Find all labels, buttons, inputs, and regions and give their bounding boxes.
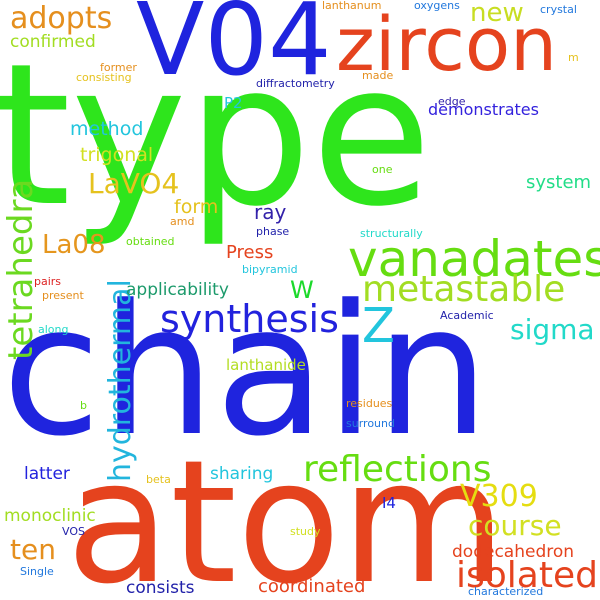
word-vo4: V04 [136,0,332,98]
word-b: b [80,399,87,412]
word-atom: atom [66,424,507,600]
word-made: made [362,69,394,82]
word-m: m [568,51,579,64]
word-monoclinic: monoclinic [4,506,96,526]
word-tetrahedra: tetrahedra [1,178,41,360]
word-press: Press [226,242,274,263]
word-demonstrates: demonstrates [428,100,539,119]
word-reflections: reflections [303,449,492,490]
word-consisting: consisting [76,71,132,84]
word-beta: beta [146,473,171,486]
word-form: form [174,196,219,218]
word-v309: V309 [460,479,538,514]
word-applicability: applicability [126,280,229,300]
word-present: present [42,289,84,302]
word-vos: VOS [62,525,85,538]
word-ten: ten [10,533,56,566]
word-chain: chain [2,267,490,476]
word-latter: latter [24,464,70,484]
word-residues: residues [346,397,393,410]
word-amd: amd [170,215,195,228]
word-zircon: zircon [336,2,558,88]
word-course: course [468,509,562,542]
word-lanthanide: lanthanide [226,356,306,374]
word-bipyramid: bipyramid [242,263,298,276]
word-adopts: adopts [10,1,113,36]
word-type: type [0,22,432,250]
word-method: method [70,118,144,140]
word-diffractometry: diffractometry [256,77,335,90]
word-pairs: pairs [34,275,62,288]
word-along: along [38,323,69,336]
word-phase: phase [256,225,290,238]
word-former: former [100,61,137,74]
word-ray: ray [254,200,287,224]
word-lanthanum: lanthanum [322,0,382,12]
word-consists: consists [126,578,195,598]
word-vanadates: vanadates [348,230,600,288]
word-characterized: characterized [468,585,544,598]
word-sharing: sharing [210,464,274,484]
word-academic: Academic [440,309,494,322]
word-isolated: isolated [456,555,598,596]
word-lavo4: LaVO4 [88,167,180,200]
word-one: one [372,163,393,176]
word-edge: edge [438,95,466,108]
word-oxygens: oxygens [414,0,460,12]
word-sigma: sigma [510,313,595,346]
word-i4: I4 [382,494,396,512]
word-coordinated: coordinated [258,576,366,597]
word-synthesis: synthesis [160,297,339,341]
word-metastable: metastable [362,269,566,310]
word-hydrothermal: hydrothermal [103,279,138,482]
word-single: Single [20,565,54,578]
word-new: new [470,0,524,28]
word-la08: La08 [42,230,106,260]
word-study: study [290,525,321,538]
word-crystal: crystal [540,3,577,16]
word-p2: P2 [224,94,243,112]
word-trigonal: trigonal [80,144,154,166]
word-w: W [290,276,314,304]
word-system: system [526,172,592,193]
word-surround: surround [346,417,395,430]
word-confirmed: confirmed [10,32,96,52]
word-z: Z [362,298,395,354]
word-dodecahedron: dodecahedron [452,542,575,562]
word-obtained: obtained [126,235,175,248]
word-structurally: structurally [360,227,423,240]
